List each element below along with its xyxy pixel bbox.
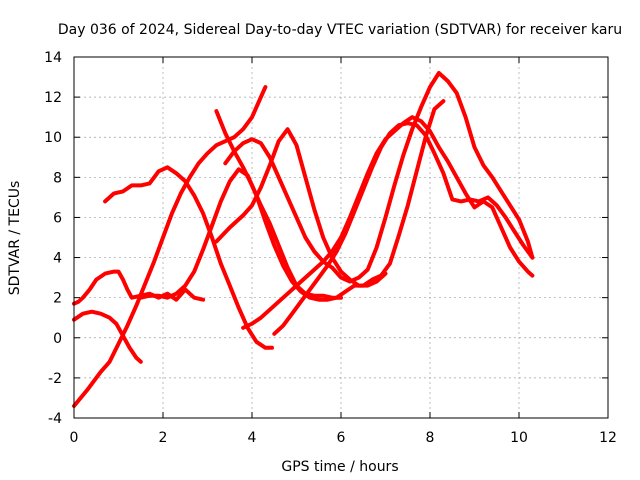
axis-ticks [73,56,609,419]
x-tick-label: 0 [70,430,79,446]
y-tick-label: 10 [44,130,62,146]
y-tick-label: 0 [53,331,62,347]
data-series-layer [72,71,535,408]
chart-title: Day 036 of 2024, Sidereal Day-to-day VTE… [58,22,622,38]
data-series-9 [241,115,535,330]
data-series-1 [72,309,143,364]
data-series-2 [72,269,206,306]
data-series-6 [214,109,343,300]
y-tick-label: 12 [44,90,62,106]
x-tick-label: 10 [510,430,528,446]
data-series-3 [72,85,268,408]
x-axis-label: GPS time / hours [281,459,398,475]
y-tick-label: 4 [53,251,62,267]
y-tick-label: -2 [48,371,62,387]
y-tick-label: 2 [53,291,62,307]
data-series-7 [214,127,388,288]
x-tick-label: 8 [426,430,435,446]
x-tick-label: 12 [599,430,617,446]
data-series-8 [223,71,535,284]
x-tick-label: 6 [337,430,346,446]
y-tick-label: -4 [48,411,62,427]
y-axis-label: SDTVAR / TECUs [7,181,23,296]
x-tick-label: 4 [248,430,257,446]
data-series-10 [272,121,535,336]
y-tick-label: 8 [53,170,62,186]
axis-tick-labels: 0 2 4 6 8 10 12 -4 -2 0 2 4 6 8 10 12 14 [44,50,617,446]
x-tick-label: 2 [159,430,168,446]
data-series-5 [138,99,446,302]
y-tick-label: 14 [44,50,62,66]
y-tick-label: 6 [53,210,62,226]
